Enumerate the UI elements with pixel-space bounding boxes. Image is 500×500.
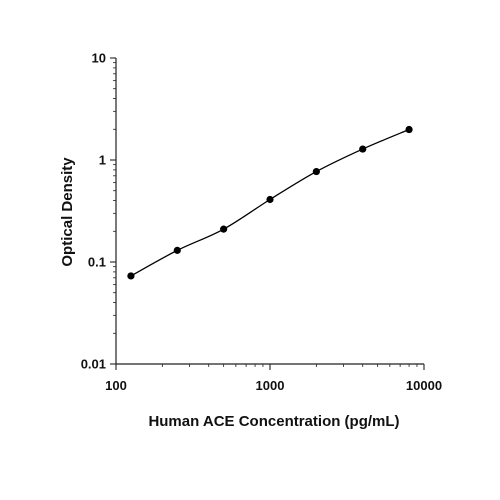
data-point xyxy=(173,246,181,254)
y-tick-label: 0.01 xyxy=(81,357,106,372)
x-tick-label: 1000 xyxy=(256,378,285,393)
x-tick-label: 100 xyxy=(105,378,127,393)
y-tick-label: 1 xyxy=(99,153,106,168)
y-tick-label: 10 xyxy=(92,51,106,66)
tick-marks xyxy=(110,57,425,370)
data-point xyxy=(312,167,320,176)
data-point xyxy=(127,272,135,280)
data-point xyxy=(405,125,413,134)
tick-labels: 10 1 0.1 0.01 100 1000 10000 xyxy=(81,51,442,394)
data-points xyxy=(127,125,413,280)
x-axis-title: Human ACE Concentration (pg/mL) xyxy=(148,413,399,430)
axes xyxy=(115,58,424,365)
y-tick-label: 0.1 xyxy=(88,255,106,270)
data-point xyxy=(220,225,228,233)
data-point xyxy=(359,145,367,153)
x-tick-label: 10000 xyxy=(406,378,442,393)
y-axis-title: Optical Density xyxy=(59,157,76,267)
data-point xyxy=(266,195,274,204)
